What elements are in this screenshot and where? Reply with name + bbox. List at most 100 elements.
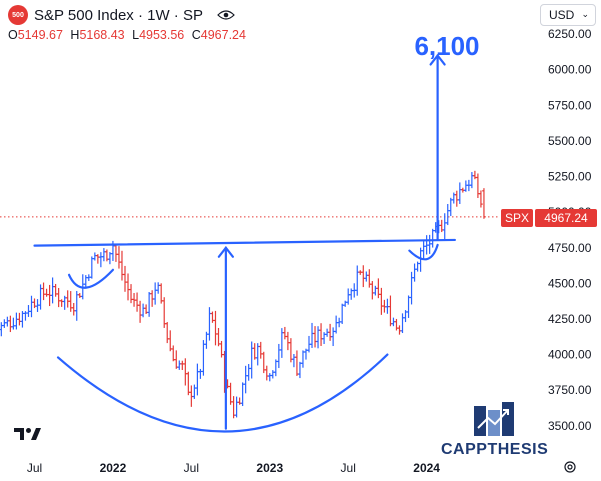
ohlc-bar bbox=[135, 292, 139, 312]
ohlc-bar bbox=[8, 315, 13, 333]
open-label: O bbox=[8, 28, 18, 42]
low-label: L bbox=[132, 28, 140, 42]
symbol-title[interactable]: S&P 500 Index · 1W · SP bbox=[34, 6, 203, 24]
ohlc-bar bbox=[376, 278, 381, 299]
ohlc-bar bbox=[96, 254, 100, 264]
ohlc-bar bbox=[458, 182, 462, 204]
y-tick-label: 6000.00 bbox=[548, 63, 592, 77]
high-value: 5168.43 bbox=[79, 28, 125, 42]
target-label: 6,100 bbox=[414, 31, 479, 61]
ohlc-bar bbox=[71, 303, 76, 316]
y-axis[interactable]: 3500.00 3750.00 4000.00 4250.00 4500.00 4750.… bbox=[548, 27, 592, 433]
price-tag-symbol: SPX bbox=[505, 211, 529, 225]
ohlc-bar bbox=[328, 323, 332, 341]
symbol-logo: 500 bbox=[8, 5, 28, 25]
ohlc-bar bbox=[445, 204, 450, 226]
ohlc-bar bbox=[156, 282, 160, 294]
ohlc-bar bbox=[319, 323, 323, 346]
ohlc-bar bbox=[77, 293, 82, 298]
y-tick-label: 5750.00 bbox=[548, 98, 592, 112]
ohlc-bar bbox=[192, 384, 197, 399]
ohlc-bar bbox=[454, 190, 459, 207]
ohlc-bar bbox=[388, 295, 393, 327]
ohlc-bar bbox=[442, 213, 447, 240]
ohlc-bar bbox=[83, 275, 88, 288]
close-label: C bbox=[191, 28, 201, 42]
y-tick-label: 3750.00 bbox=[548, 383, 592, 397]
x-tick-label: Jul bbox=[184, 461, 199, 475]
ohlc-bar bbox=[126, 273, 130, 301]
ohlc-bar bbox=[177, 360, 182, 370]
ohlc-bar bbox=[213, 310, 218, 346]
ohlc-bar bbox=[56, 287, 61, 308]
ohlc-bar bbox=[277, 343, 281, 369]
ohlc-bar bbox=[412, 263, 417, 282]
ohlc-bar bbox=[50, 277, 55, 304]
ohlc-bar bbox=[120, 250, 124, 281]
eye-icon[interactable] bbox=[217, 9, 235, 21]
ohlc-bar bbox=[340, 303, 344, 324]
ohlc-bar bbox=[5, 316, 10, 327]
ohlc-bar bbox=[370, 281, 375, 300]
ohlc-bar bbox=[0, 322, 4, 337]
x-tick-label: 2023 bbox=[256, 461, 283, 475]
y-tick-label: 5250.00 bbox=[548, 170, 592, 184]
ohlc-bar bbox=[346, 288, 351, 305]
ohlc-bar bbox=[153, 282, 157, 305]
low-value: 4953.56 bbox=[139, 28, 185, 42]
x-axis[interactable]: Jul 2022 Jul 2023 Jul 2024 bbox=[27, 461, 440, 475]
ohlc-bar bbox=[267, 373, 272, 382]
ohlc-bar bbox=[210, 311, 215, 323]
handle-arc bbox=[67, 268, 115, 289]
ohlc-bar bbox=[171, 345, 176, 362]
ohlc-bar bbox=[476, 173, 480, 198]
ohlc-bar bbox=[168, 330, 173, 352]
ohlc-bar bbox=[53, 283, 58, 297]
ohlc-bar bbox=[406, 295, 411, 318]
high-label: H bbox=[70, 28, 80, 42]
ohlc-bar bbox=[246, 364, 251, 381]
ohlc-bar bbox=[400, 313, 405, 334]
ohlc-bar bbox=[264, 365, 269, 381]
ohlc-bar bbox=[17, 312, 22, 326]
ohlc-bar bbox=[11, 317, 16, 330]
target-arrow-head bbox=[429, 53, 446, 66]
ohlc-bar bbox=[90, 256, 94, 279]
handle-arc bbox=[408, 243, 439, 261]
symbol-header[interactable]: 500 S&P 500 Index · 1W · SP bbox=[8, 5, 235, 25]
currency-select[interactable]: USD ⌄ bbox=[540, 4, 596, 26]
ohlc-bar bbox=[186, 371, 191, 396]
ohlc-bar bbox=[201, 340, 206, 376]
y-tick-label: 6250.00 bbox=[548, 27, 592, 41]
x-tick-label: Jul bbox=[27, 461, 42, 475]
settings-icon[interactable] bbox=[564, 461, 576, 473]
measured-move-arrow-head bbox=[217, 245, 234, 258]
price-tag-value: 4967.24 bbox=[544, 211, 588, 225]
ohlc-bar bbox=[59, 299, 64, 307]
ohlc-bar bbox=[198, 368, 203, 379]
currency-label: USD bbox=[549, 8, 575, 22]
ohlc-bar bbox=[409, 271, 414, 305]
ohlc-bar bbox=[174, 350, 179, 369]
y-tick-label: 4250.00 bbox=[548, 312, 592, 326]
ohlc-bar bbox=[373, 285, 378, 296]
ohlc-bar bbox=[74, 290, 79, 321]
x-tick-label: 2024 bbox=[413, 461, 440, 475]
tradingview-logo bbox=[14, 428, 41, 440]
ohlc-bar bbox=[102, 248, 106, 262]
ohlc-bar bbox=[479, 190, 483, 208]
resistance-line bbox=[33, 238, 456, 247]
ohlc-bar bbox=[68, 291, 73, 312]
ohlc-bar bbox=[364, 271, 369, 282]
ohlc-bar bbox=[310, 322, 314, 348]
ohlc-bar bbox=[243, 365, 248, 394]
ohlc-bar bbox=[114, 243, 118, 262]
ohlc-bar bbox=[207, 307, 212, 341]
price-tag: SPX 4967.24 bbox=[501, 209, 597, 227]
ohlc-bar bbox=[286, 331, 290, 351]
brand-name: CAPPTHESIS bbox=[441, 441, 548, 458]
ohlc-readout: O5149.67 H5168.43 L4953.56 C4967.24 bbox=[8, 28, 250, 42]
ohlc-bar bbox=[295, 350, 299, 376]
ohlc-bar bbox=[180, 360, 185, 371]
